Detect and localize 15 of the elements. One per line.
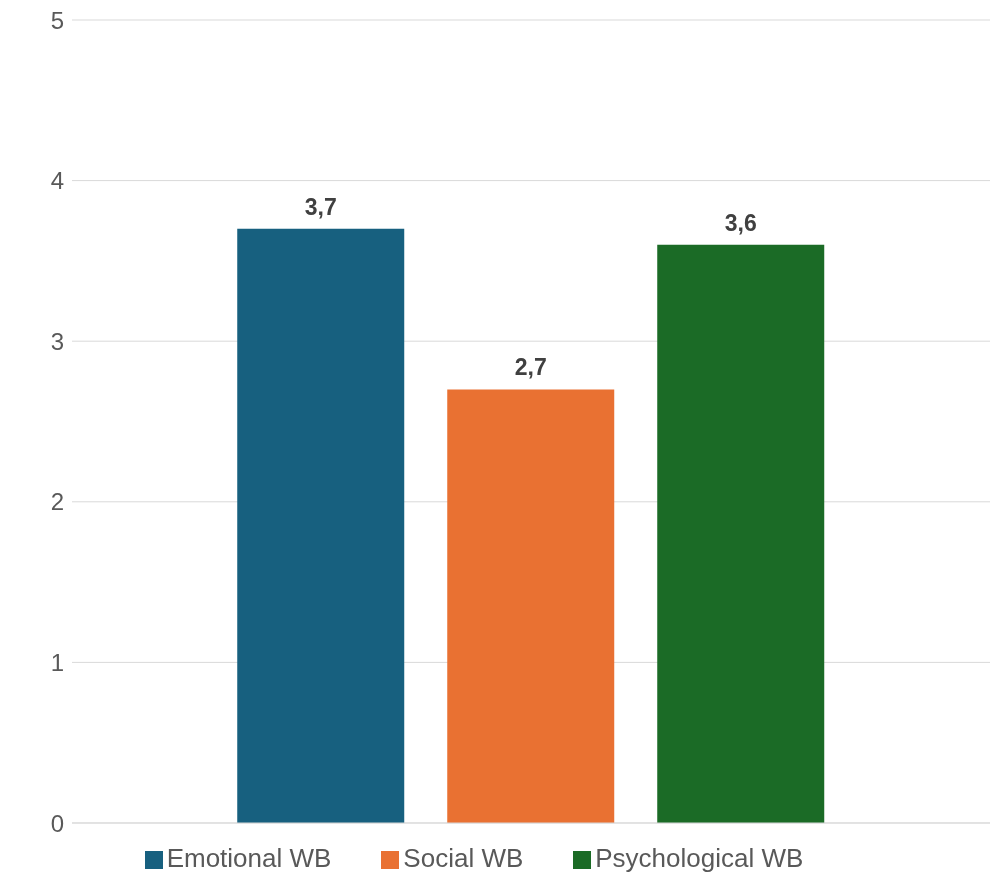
bar (447, 389, 615, 823)
data-label: 3,6 (724, 209, 757, 236)
legend-label: Social WB (403, 843, 524, 873)
bar (237, 228, 405, 823)
y-tick-label: 1 (50, 648, 64, 676)
legend-label: Psychological WB (595, 843, 804, 873)
y-tick-label: 3 (50, 327, 64, 355)
y-tick-label: 4 (50, 167, 64, 195)
legend-label: Emotional WB (166, 843, 332, 873)
data-label: 3,7 (304, 193, 337, 220)
y-tick-label: 2 (50, 488, 64, 516)
data-label: 2,7 (514, 354, 547, 381)
y-tick-label: 0 (50, 809, 64, 837)
bar (657, 244, 825, 823)
y-tick-label: 5 (50, 6, 64, 34)
